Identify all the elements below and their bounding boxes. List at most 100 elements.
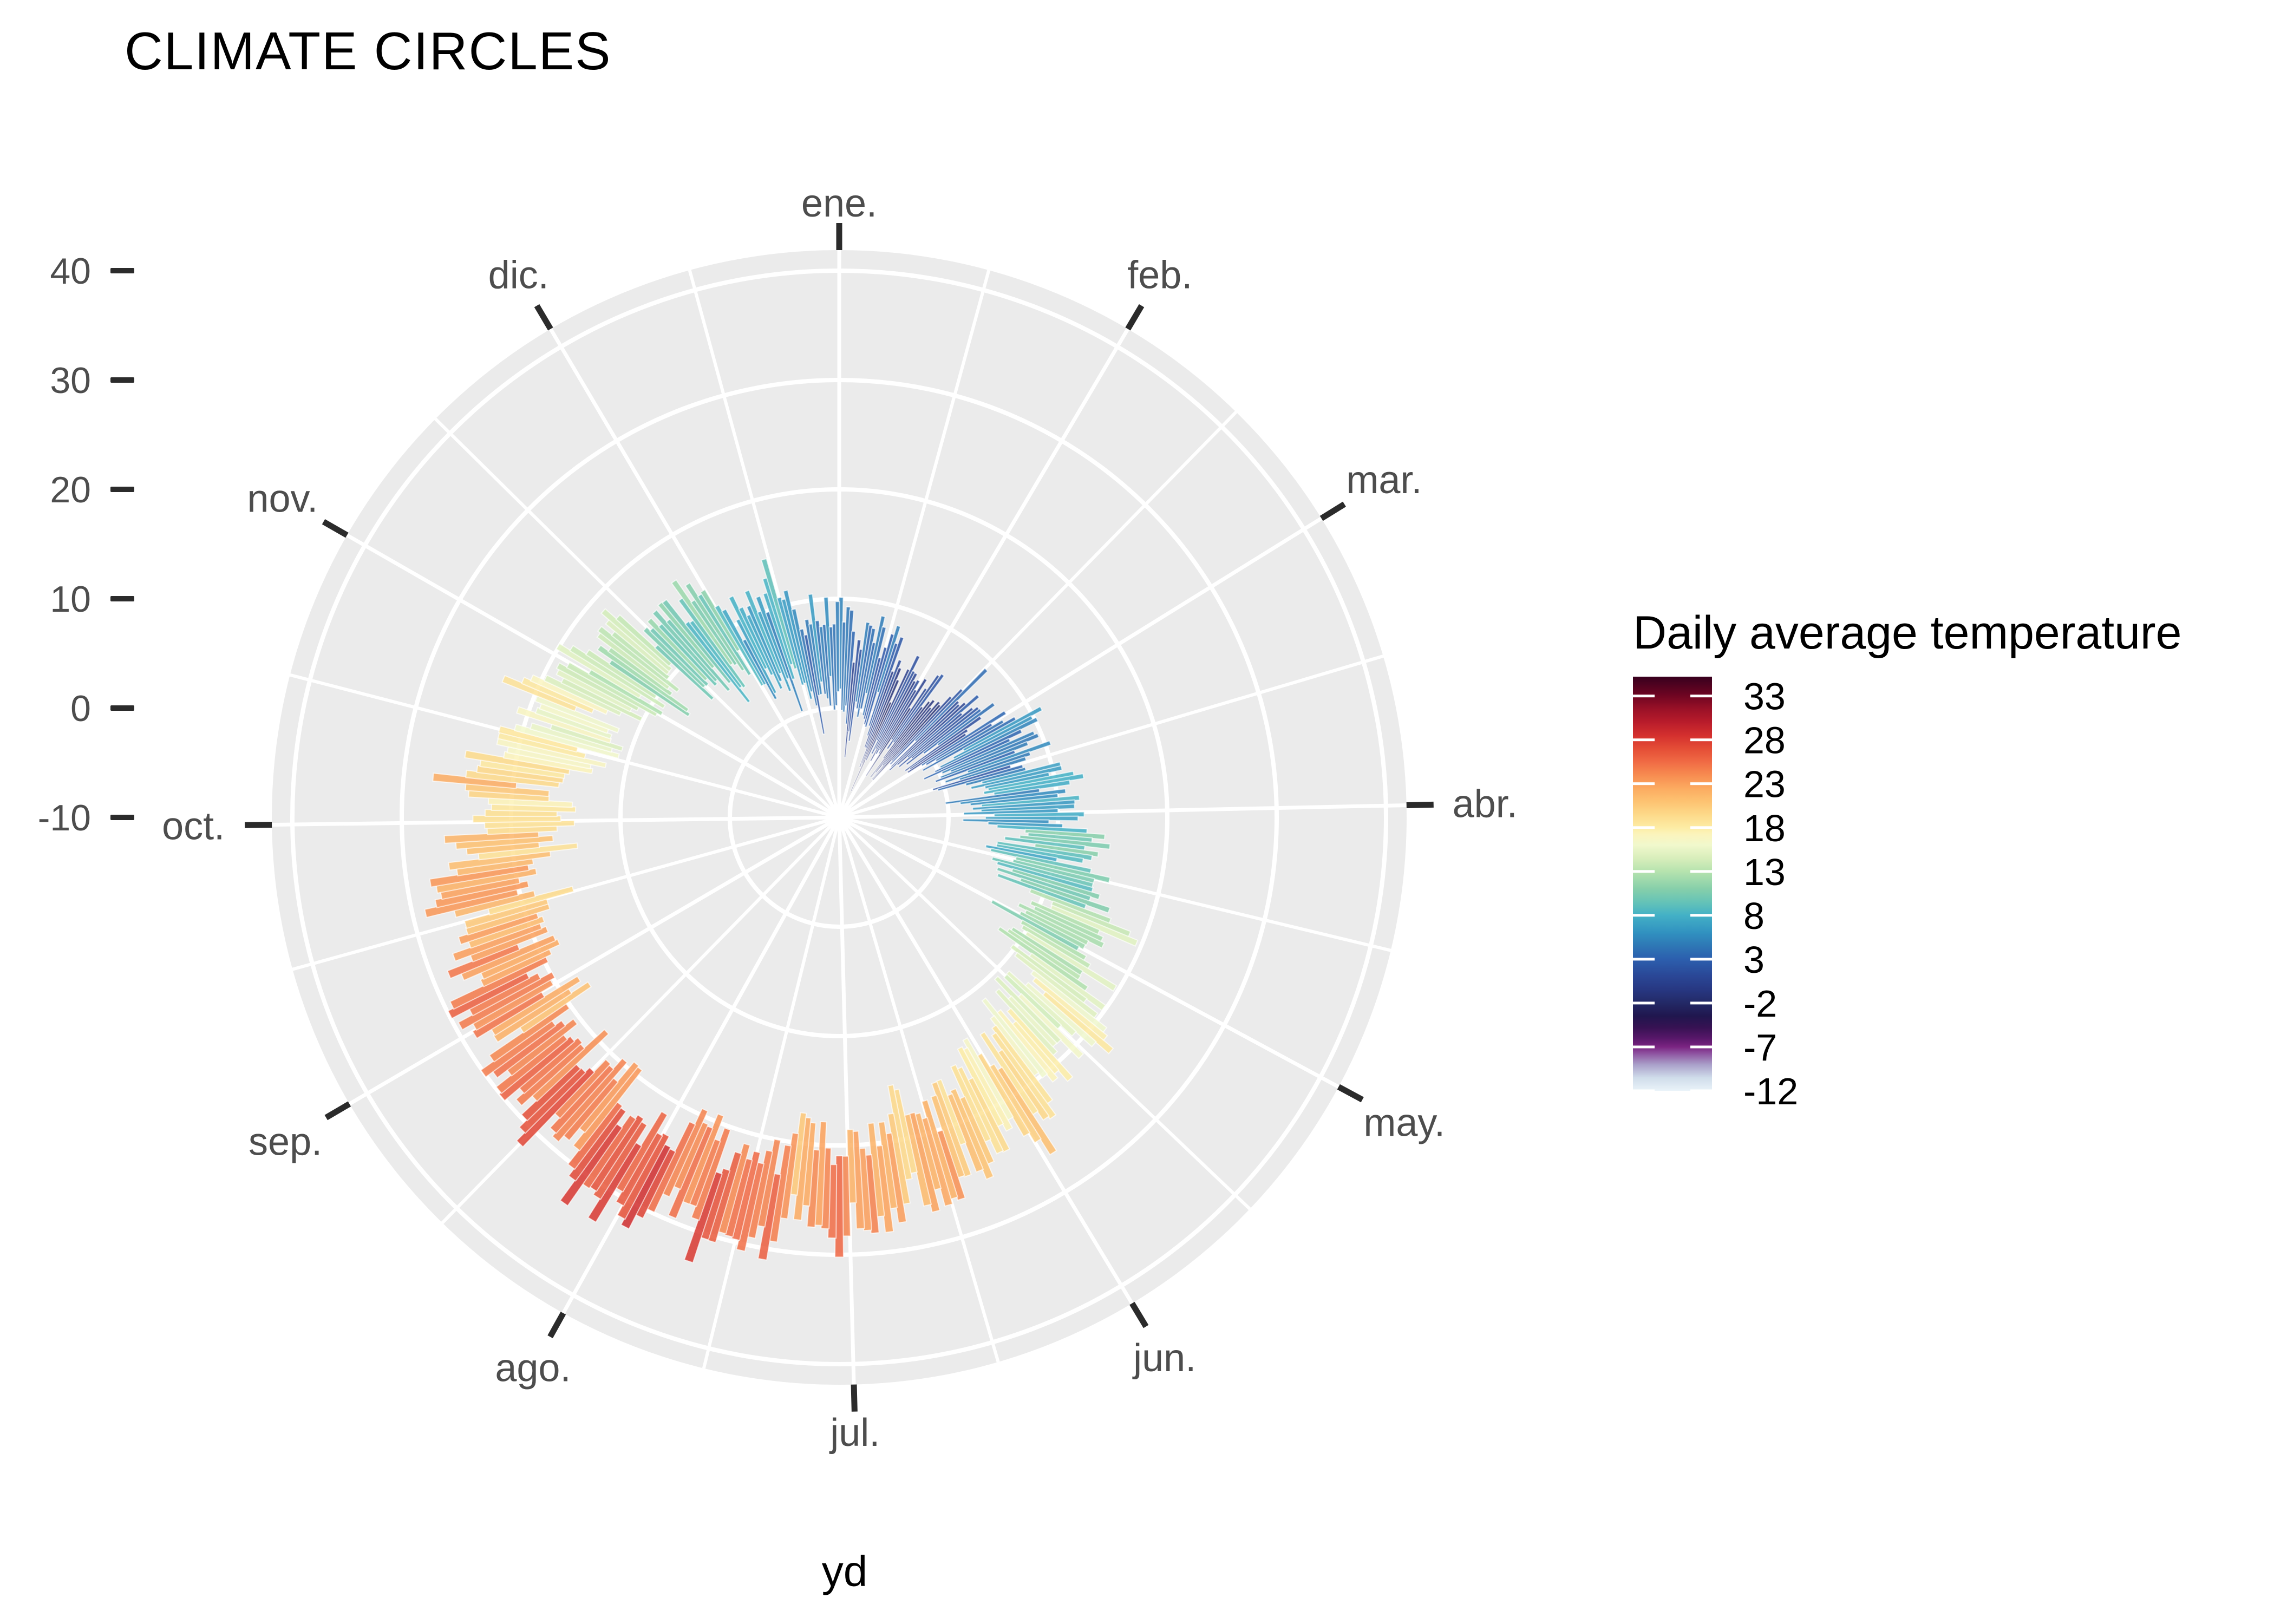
radial-axis-label-20: 20 <box>50 469 91 510</box>
daily-bar <box>904 715 983 772</box>
daily-bar <box>611 630 671 681</box>
month-label-feb: feb. <box>1127 253 1192 297</box>
daily-bar <box>937 764 1024 792</box>
daily-bar <box>730 1150 761 1241</box>
daily-bar <box>515 1066 596 1148</box>
legend-tick-label-neg2: -2 <box>1743 983 1777 1025</box>
daily-bar <box>898 711 964 769</box>
daily-bar <box>813 1121 827 1226</box>
daily-bar <box>834 601 840 692</box>
month-label-jul: jul. <box>829 1411 880 1455</box>
daily-bar <box>932 764 1012 791</box>
daily-bar <box>551 1057 628 1143</box>
radial-axis-tick <box>110 487 134 492</box>
daily-bar <box>921 1099 958 1200</box>
legend-tick-label-23: 23 <box>1743 763 1786 806</box>
daily-bar <box>888 703 962 772</box>
daily-bar <box>468 972 541 1017</box>
daily-bar <box>905 705 981 766</box>
month-tick-ago <box>547 1312 566 1339</box>
radial-axis: 40 30 20 10 0 -10 <box>38 251 134 839</box>
daily-bar <box>950 1088 995 1180</box>
daily-bar <box>887 1084 913 1181</box>
daily-bar <box>707 1151 742 1243</box>
daily-bar <box>1006 1007 1074 1082</box>
daily-bar <box>776 596 805 686</box>
month-label-ene: ene. <box>801 182 877 225</box>
legend-tick-left <box>1633 1001 1655 1005</box>
month-tick-oct <box>245 822 272 828</box>
daily-bar <box>779 1132 799 1220</box>
daily-bar <box>615 1110 668 1193</box>
daily-bar <box>762 592 796 680</box>
daily-bar <box>649 626 710 687</box>
daily-bar <box>518 1066 587 1134</box>
daily-bar <box>665 618 731 692</box>
daily-bar <box>950 1064 992 1143</box>
daily-bar <box>959 788 1067 806</box>
daily-bar <box>1050 900 1132 938</box>
legend-tick-label-13: 13 <box>1743 851 1786 893</box>
daily-bar <box>569 645 666 710</box>
theta-gridline-major <box>561 816 841 1314</box>
daily-bar <box>513 723 620 759</box>
daily-bar <box>742 638 778 700</box>
daily-bar <box>979 1031 1039 1116</box>
theta-gridline-major <box>838 516 1323 819</box>
daily-bar <box>969 793 1059 807</box>
legend-tick-label-3: 3 <box>1743 939 1765 981</box>
theta-gridline-minor <box>688 270 841 818</box>
daily-bar <box>515 706 612 744</box>
daily-bar <box>888 687 964 766</box>
daily-bar <box>490 975 581 1037</box>
daily-bar <box>717 1143 751 1235</box>
daily-bar <box>874 698 936 774</box>
radial-axis-tick <box>110 268 134 273</box>
daily-bar <box>1030 969 1108 1034</box>
daily-bar <box>991 1024 1054 1105</box>
daily-bar <box>478 842 578 861</box>
theta-gridline-minor <box>441 816 841 1224</box>
radial-axis-label--10: -10 <box>38 797 91 839</box>
daily-bar <box>768 1144 792 1243</box>
daily-bar <box>896 701 968 767</box>
daily-bar <box>677 597 747 689</box>
daily-bar <box>581 1114 637 1189</box>
daily-bar <box>756 1138 781 1228</box>
legend-daily-average-temperature: Daily average temperature 332823181383-2… <box>1633 607 2181 1112</box>
daily-bar <box>869 700 932 778</box>
daily-bar <box>970 765 1063 790</box>
month-tick-sep <box>324 1101 351 1121</box>
daily-bar <box>455 835 554 850</box>
month-tick-feb <box>1125 304 1145 331</box>
daily-bar <box>756 610 792 692</box>
month-axis: ene. feb. mar. abr. may. jun. jul. ago. sep. oct.… <box>162 182 1518 1455</box>
legend-title: Daily average temperature <box>1633 607 2181 659</box>
daily-bar <box>654 643 715 701</box>
daily-bar <box>989 1014 1040 1077</box>
daily-bar <box>887 1112 911 1205</box>
legend-tick-right <box>1690 1089 1712 1092</box>
daily-bar <box>1029 888 1112 925</box>
x-axis-title: yd <box>822 1547 868 1595</box>
legend-tick-left <box>1633 870 1655 873</box>
daily-bar <box>465 782 550 797</box>
legend-tick-right <box>1690 1001 1712 1005</box>
daily-bar <box>1031 977 1108 1042</box>
daily-bar <box>1029 900 1101 936</box>
daily-bar <box>1021 924 1092 970</box>
daily-bar <box>931 1081 972 1178</box>
daily-bar <box>560 677 643 722</box>
daily-bar <box>467 915 545 949</box>
daily-bar <box>646 1121 696 1213</box>
legend-tick-left <box>1633 1045 1655 1049</box>
daily-bar <box>984 771 1050 790</box>
daily-bar <box>469 926 549 963</box>
month-label-ago: ago. <box>495 1346 571 1390</box>
daily-bar <box>965 767 1027 787</box>
daily-bar <box>828 626 837 711</box>
daily-bar <box>990 899 1080 952</box>
daily-bar <box>925 722 994 767</box>
daily-bar <box>981 997 1048 1079</box>
radial-axis-label-0: 0 <box>70 688 91 729</box>
